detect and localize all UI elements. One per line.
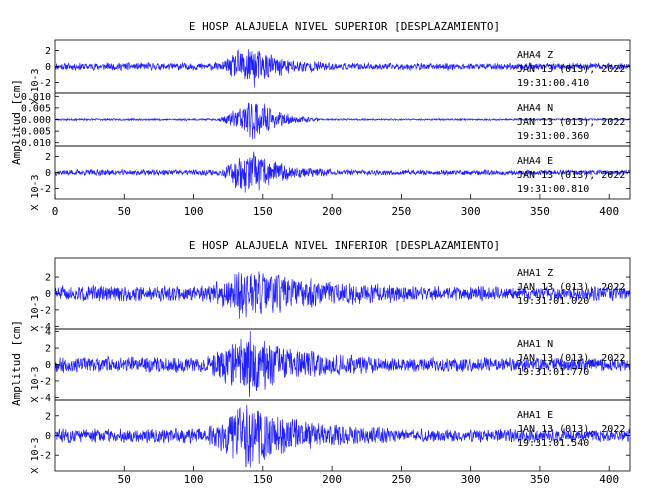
- x-tick-label: 350: [530, 473, 550, 486]
- channel-aha1-e: 2 0 -2X 10-3 AHA1 E JAN 13 (013), 2022 19:31:…: [30, 399, 631, 474]
- y-scale-label: X 10-3: [30, 295, 41, 331]
- y-tick-label: -2: [39, 78, 51, 89]
- y-axis-label: Amplitud [cm]: [10, 79, 23, 165]
- station-label: AHA4 E: [517, 156, 553, 167]
- y-tick-label: 0.005: [21, 103, 51, 114]
- y-tick-label: 0: [45, 360, 51, 371]
- y-tick-label: 0: [45, 289, 51, 300]
- y-tick-label: 0.000: [21, 115, 51, 126]
- time-label: 19:31:01.540: [517, 438, 589, 449]
- y-scale-label: X 10-3: [30, 174, 41, 210]
- y-tick-label: -2: [39, 451, 51, 462]
- channel-aha1-n: 4 2 0 -2 -4X 10-3 AHA1 N JAN 13 (013), 2022 19:…: [30, 327, 631, 404]
- time-label: 19:31:00.810: [517, 184, 589, 195]
- y-tick-label: 2: [45, 411, 51, 422]
- waveform-trace: [54, 331, 631, 398]
- station-label: AHA4 Z: [517, 50, 553, 61]
- date-label: JAN 13 (013), 2022: [517, 64, 625, 75]
- y-tick-label: -0.010: [15, 138, 51, 149]
- x-tick-label: 150: [253, 205, 273, 218]
- channel-aha1-z: 2 0 -2 -4X 10-3 AHA1 Z JAN 13 (013), 2022 19:3…: [30, 257, 631, 333]
- x-tick-label: 250: [391, 473, 411, 486]
- waveform-trace: [54, 271, 631, 319]
- x-tick-label: 50: [118, 473, 131, 486]
- y-scale-label: X 10-3: [30, 366, 41, 402]
- y-tick-label: 2: [45, 344, 51, 355]
- x-tick-label: 250: [391, 205, 411, 218]
- time-label: 19:31:01.770: [517, 367, 589, 378]
- x-tick-label: 400: [599, 205, 619, 218]
- waveform-trace: [54, 404, 631, 468]
- x-tick-label: 350: [530, 205, 550, 218]
- y-tick-label: 2: [45, 273, 51, 284]
- x-tick-label: 200: [322, 205, 342, 218]
- y-tick-label: -2: [39, 376, 51, 387]
- date-label: JAN 13 (013), 2022: [517, 117, 625, 128]
- time-label: 19:31:00.360: [517, 131, 589, 142]
- x-tick-label: 400: [599, 473, 619, 486]
- station-label: AHA1 N: [517, 339, 553, 350]
- x-tick-label: 50: [118, 205, 131, 218]
- y-tick-label: 4: [45, 327, 51, 338]
- channel-aha4-z: 2 0 -2X 10-3 AHA4 Z JAN 13 (013), 2022 19:31:…: [30, 39, 631, 105]
- x-tick-label: 0: [52, 205, 59, 218]
- date-label: JAN 13 (013), 2022: [517, 353, 625, 364]
- y-tick-label: -4: [39, 322, 51, 333]
- x-tick-label: 200: [322, 473, 342, 486]
- date-label: JAN 13 (013), 2022: [517, 170, 625, 181]
- time-label: 19:31:01.020: [517, 296, 589, 307]
- y-tick-label: 2: [45, 46, 51, 57]
- y-tick-label: 0: [45, 62, 51, 73]
- y-scale-label: X 10-3: [30, 68, 41, 104]
- y-scale-label: X 10-3: [30, 437, 41, 473]
- x-tick-label: 300: [461, 473, 481, 486]
- x-tick-label: 150: [253, 473, 273, 486]
- date-label: JAN 13 (013), 2022: [517, 282, 625, 293]
- x-tick-label: 100: [184, 205, 204, 218]
- y-tick-label: 0: [45, 168, 51, 179]
- waveform-trace: [54, 48, 631, 88]
- waveform-trace: [54, 151, 631, 193]
- y-tick-label: -4: [39, 393, 51, 404]
- y-tick-label: -2: [39, 305, 51, 316]
- channel-aha4-e: 2 0 -2X 10-3 AHA4 E JAN 13 (013), 2022 19:31:…: [30, 145, 631, 211]
- figure-panel-1: E HOSP ALAJUELA NIVEL SUPERIOR [DESPLAZA…: [10, 20, 631, 218]
- station-label: AHA4 N: [517, 103, 553, 114]
- y-tick-label: 0.010: [21, 92, 51, 103]
- date-label: JAN 13 (013), 2022: [517, 424, 625, 435]
- figure-panel-2: E HOSP ALAJUELA NIVEL INFERIOR [DESPLAZA…: [10, 239, 631, 486]
- x-tick-label: 300: [461, 205, 481, 218]
- figure-title: E HOSP ALAJUELA NIVEL SUPERIOR [DESPLAZA…: [189, 20, 500, 33]
- station-label: AHA1 E: [517, 410, 553, 421]
- station-label: AHA1 Z: [517, 268, 553, 279]
- y-tick-label: -2: [39, 184, 51, 195]
- y-tick-label: 0: [45, 431, 51, 442]
- y-axis-label: Amplitud [cm]: [10, 320, 23, 406]
- x-tick-label: 100: [184, 473, 204, 486]
- y-tick-label: -0.005: [15, 127, 51, 138]
- figure-title: E HOSP ALAJUELA NIVEL INFERIOR [DESPLAZA…: [189, 239, 500, 252]
- time-label: 19:31:00.410: [517, 78, 589, 89]
- y-tick-label: 2: [45, 152, 51, 163]
- waveform-trace: [54, 102, 631, 140]
